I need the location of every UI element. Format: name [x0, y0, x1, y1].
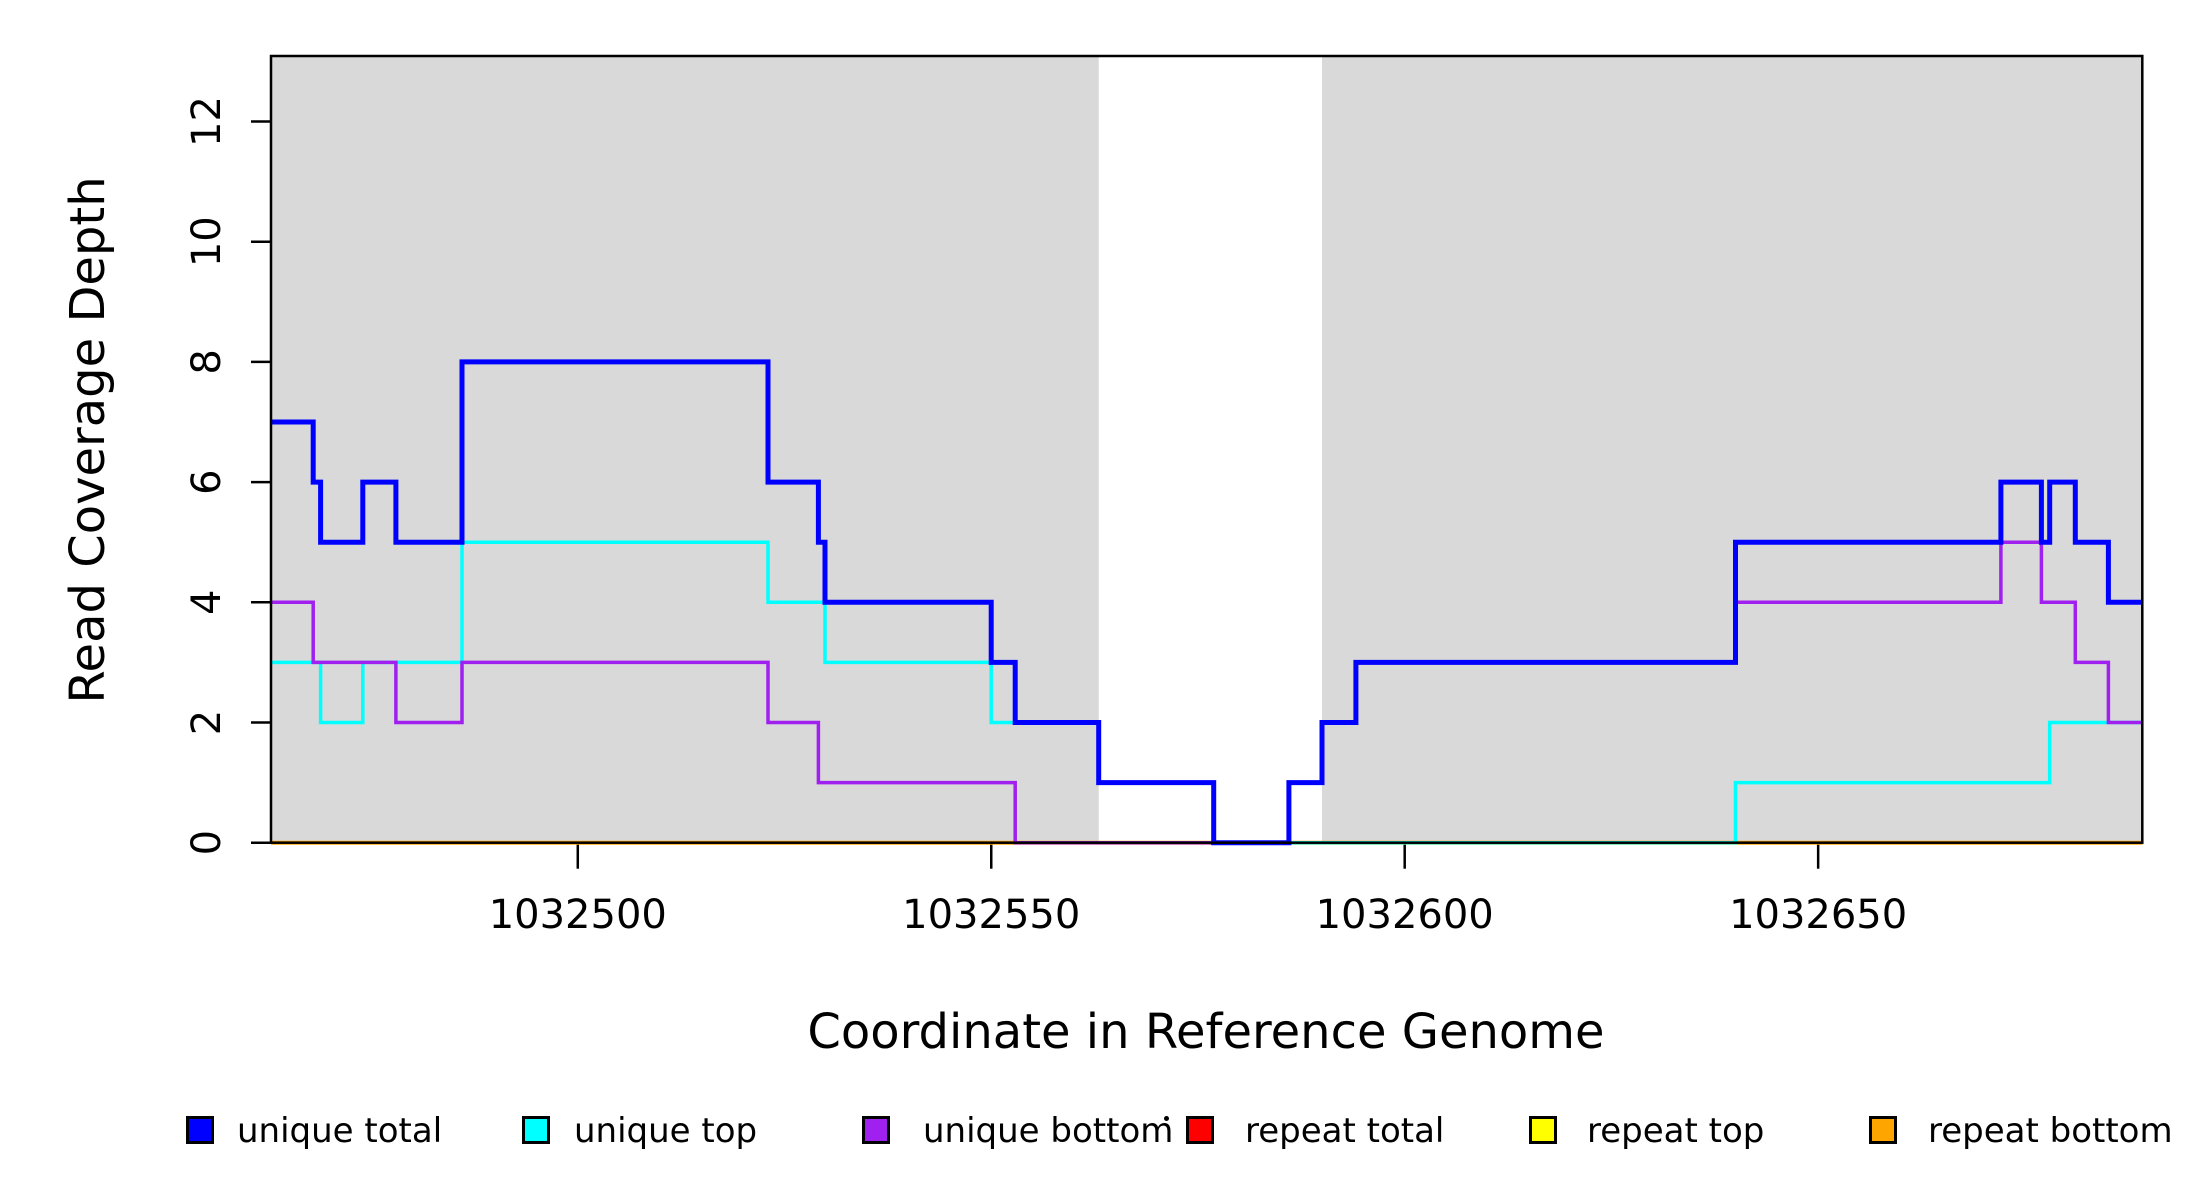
y-axis-tick-label: 4	[184, 590, 230, 615]
x-axis-tick-label: 1032600	[1316, 892, 1494, 938]
y-axis-tick-label: 0	[184, 830, 230, 855]
y-axis-tick-label: 2	[184, 710, 230, 735]
y-axis-tick-label: 6	[184, 469, 230, 494]
plot-box	[269, 54, 2144, 844]
aligned-region-shading	[271, 56, 1099, 843]
x-axis-title: Coordinate in Reference Genome	[807, 1004, 1605, 1060]
x-axis-tick-label: 1032550	[902, 892, 1080, 938]
y-axis-title: Read Coverage Depth	[60, 176, 116, 704]
y-axis-tick-label: 10	[184, 216, 230, 267]
x-axis-tick-label: 1032650	[1729, 892, 1907, 938]
aligned-region-shading	[1322, 56, 2143, 843]
series-line-unique-top	[271, 540, 2143, 845]
x-axis-tick-label: 1032500	[489, 892, 667, 938]
series-line-unique-total	[271, 359, 2143, 846]
y-axis-tick-label: 8	[184, 349, 230, 374]
y-axis-tick-label: 12	[184, 96, 230, 147]
